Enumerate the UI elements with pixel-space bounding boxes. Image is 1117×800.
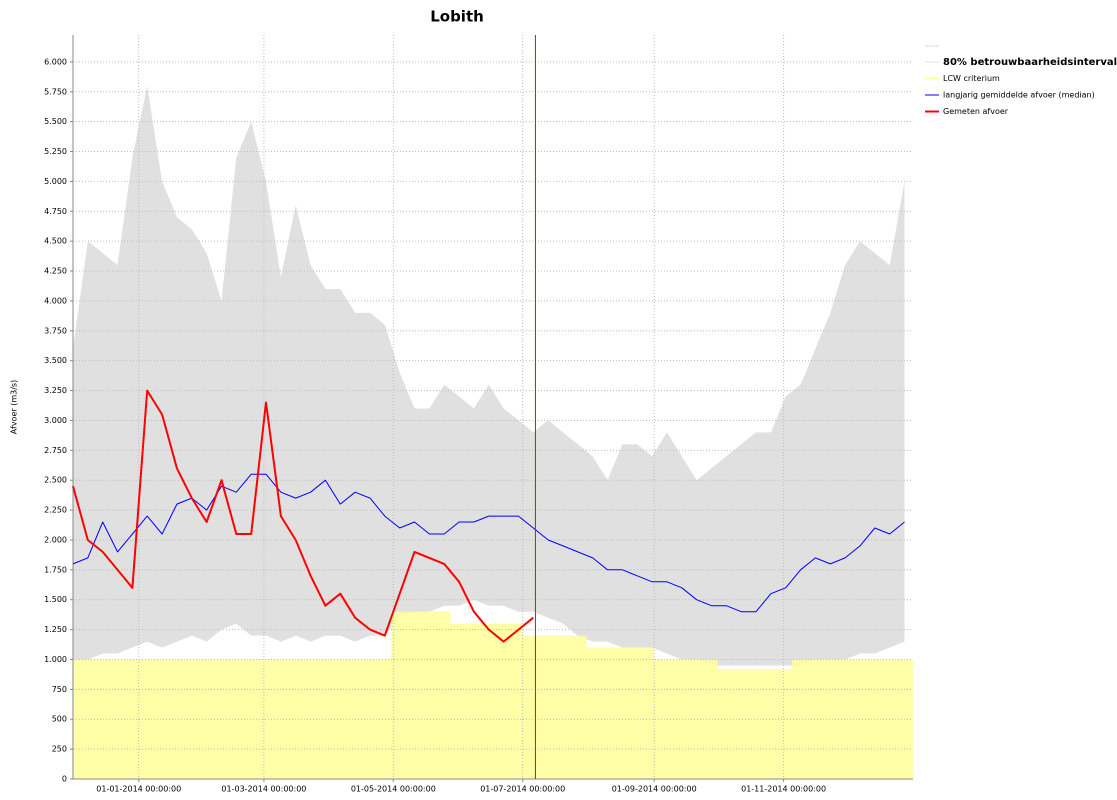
chart-title: Lobith bbox=[430, 8, 484, 26]
y-tick-label: 5.000 bbox=[44, 177, 67, 186]
y-tick-label: 3.250 bbox=[44, 386, 67, 395]
y-tick-label: 4.000 bbox=[44, 296, 67, 305]
y-tick-label: 3.000 bbox=[44, 416, 67, 425]
y-tick-label: 2.250 bbox=[44, 506, 67, 515]
legend-label: LCW criterium bbox=[943, 74, 1000, 83]
y-tick-label: 5.500 bbox=[44, 117, 67, 126]
y-tick-label: 3.750 bbox=[44, 326, 67, 335]
y-tick-label: 5.750 bbox=[44, 87, 67, 96]
x-tick-label: 01-11-2014 00:00:00 bbox=[741, 785, 826, 794]
y-tick-label: 4.500 bbox=[44, 237, 67, 246]
y-tick-label: 1.250 bbox=[44, 625, 67, 634]
x-tick-label: 01-01-2014 00:00:00 bbox=[96, 785, 181, 794]
confidence-band bbox=[73, 85, 905, 666]
y-tick-label: 2.750 bbox=[44, 446, 67, 455]
legend-label: 80% betrouwbaarheidsinterval bbox=[943, 57, 1117, 68]
x-tick-label: 01-05-2014 00:00:00 bbox=[351, 785, 436, 794]
y-tick-label: 500 bbox=[52, 715, 67, 724]
y-axis-label: Afvoer (m3/s) bbox=[10, 380, 19, 434]
y-tick-label: 3.500 bbox=[44, 356, 67, 365]
y-tick-label: 1.000 bbox=[44, 655, 67, 664]
y-tick-label: 0 bbox=[62, 775, 67, 784]
y-tick-label: 250 bbox=[52, 745, 67, 754]
lcw-area bbox=[73, 611, 913, 779]
legend-label: langjarig gemiddelde afvoer (median) bbox=[943, 91, 1095, 100]
y-tick-label: 6.000 bbox=[44, 57, 67, 66]
y-tick-label: 4.750 bbox=[44, 207, 67, 216]
x-tick-label: 01-09-2014 00:00:00 bbox=[612, 785, 697, 794]
y-tick-label: 2.000 bbox=[44, 535, 67, 544]
y-tick-label: 1.750 bbox=[44, 565, 67, 574]
legend-label: Gemeten afvoer bbox=[943, 107, 1009, 116]
series-line bbox=[72, 389, 534, 643]
y-tick-label: 4.250 bbox=[44, 267, 67, 276]
series-line bbox=[72, 473, 905, 613]
x-tick-label: 01-07-2014 00:00:00 bbox=[480, 785, 565, 794]
y-tick-label: 750 bbox=[52, 685, 67, 694]
x-tick-label: 01-03-2014 00:00:00 bbox=[221, 785, 306, 794]
y-tick-label: 2.500 bbox=[44, 476, 67, 485]
y-tick-label: 5.250 bbox=[44, 147, 67, 156]
y-tick-label: 1.500 bbox=[44, 595, 67, 604]
